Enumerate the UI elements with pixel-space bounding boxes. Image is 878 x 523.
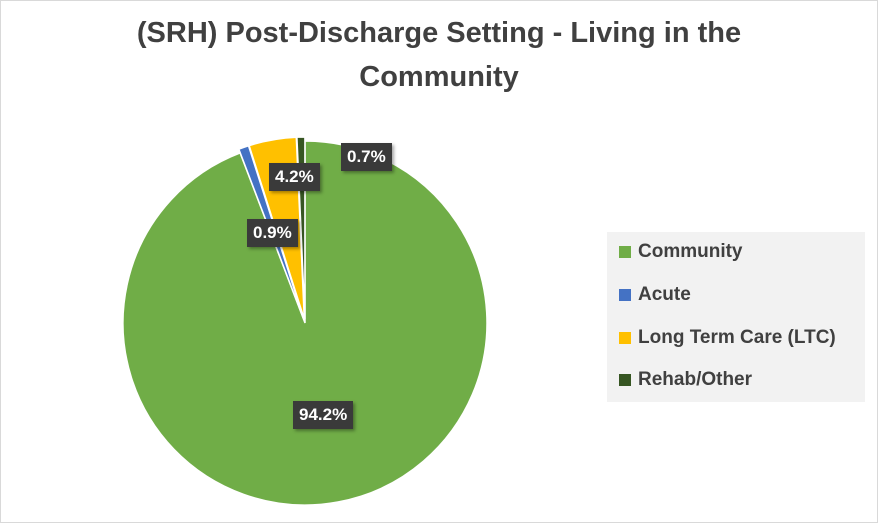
data-label-ltc: 4.2% bbox=[269, 163, 320, 191]
legend-swatch bbox=[619, 246, 631, 258]
legend: Community Acute Long Term Care (LTC) Reh… bbox=[607, 232, 865, 402]
legend-label: Community bbox=[638, 241, 743, 262]
data-label-community: 94.2% bbox=[293, 401, 354, 429]
legend-label: Rehab/Other bbox=[638, 369, 753, 390]
title-line-1: (SRH) Post-Discharge Setting - Living in… bbox=[136, 17, 742, 49]
legend-swatch bbox=[619, 289, 631, 301]
legend-item-ltc: Long Term Care (LTC) bbox=[619, 327, 836, 349]
data-label-acute: 0.9% bbox=[247, 219, 298, 247]
legend-swatch bbox=[619, 374, 631, 386]
data-label-rehab: 0.7% bbox=[341, 143, 392, 171]
legend-label: Long Term Care (LTC) bbox=[638, 327, 836, 348]
pie-slice-community bbox=[122, 140, 488, 506]
title-line-2: Community bbox=[359, 61, 519, 93]
legend-item-community: Community bbox=[619, 241, 743, 263]
legend-item-acute: Acute bbox=[619, 284, 691, 306]
legend-label: Acute bbox=[638, 284, 691, 305]
chart-title: (SRH) Post-Discharge Setting - Living in… bbox=[1, 11, 877, 99]
legend-item-rehab: Rehab/Other bbox=[619, 369, 752, 391]
legend-swatch bbox=[619, 332, 631, 344]
